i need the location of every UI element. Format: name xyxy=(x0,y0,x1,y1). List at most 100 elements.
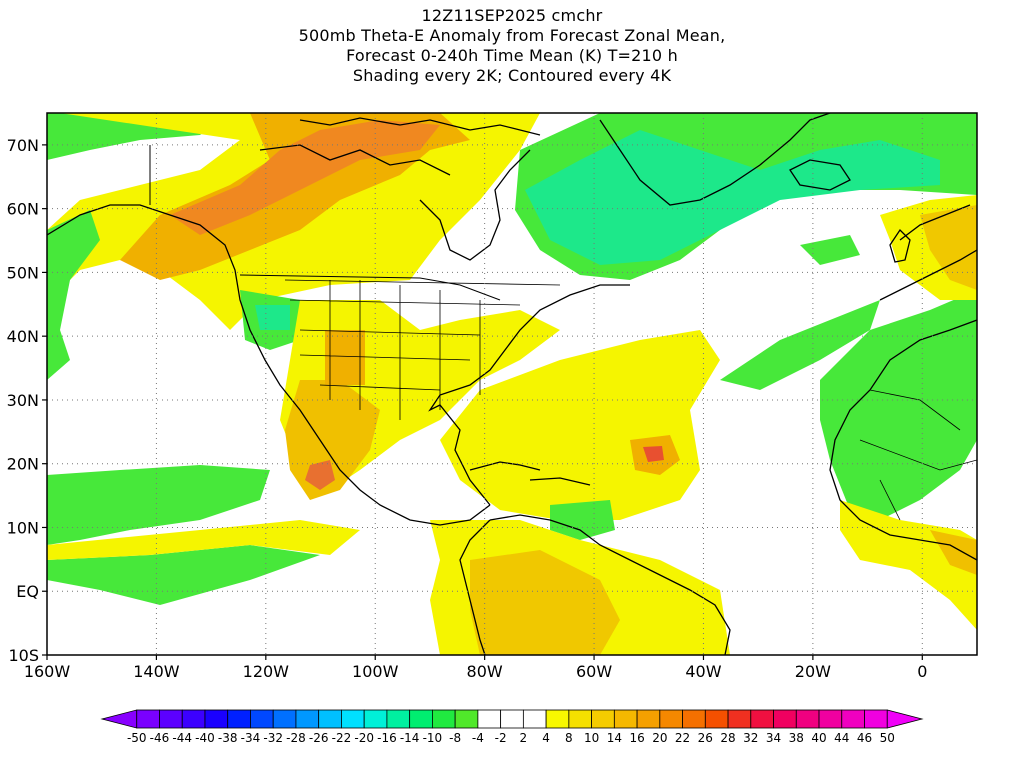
colorbar-swatch xyxy=(341,709,365,729)
title-line-1: 12Z11SEP2025 cmchr xyxy=(421,6,603,25)
tick-label-lat: 40N xyxy=(7,327,39,346)
colorbar-label: -28 xyxy=(286,731,306,745)
shading-red-hurricane-atlantic xyxy=(643,446,664,462)
colorbar-label: 8 xyxy=(565,731,573,745)
shading-layer xyxy=(47,113,977,655)
coastline-hudson-bay xyxy=(419,149,531,261)
colorbar-swatch xyxy=(704,709,729,729)
colorbar-swatch xyxy=(363,709,388,729)
tick-label-lon: 20W xyxy=(795,662,831,681)
shading-green-pacific-east xyxy=(47,210,100,380)
colorbar-label: -8 xyxy=(449,731,461,745)
coastline-greenland xyxy=(599,113,831,206)
grid-layer xyxy=(47,113,977,655)
colorbar-swatch xyxy=(295,709,320,729)
colorbar-label: 44 xyxy=(834,731,849,745)
shading-gold-amazon xyxy=(470,550,620,655)
tick-label-lat: 30N xyxy=(7,391,39,410)
colorbar-label: -4 xyxy=(472,731,484,745)
colorbar-swatch xyxy=(841,709,865,729)
colorbar-swatch xyxy=(136,709,160,729)
colorbar-swatch xyxy=(568,709,592,729)
shading-green-pacific-equator xyxy=(47,545,320,605)
shading-yellow-west-africa xyxy=(840,500,977,630)
colorbar-swatch xyxy=(750,709,774,729)
tick-label-lat: 10S xyxy=(8,646,39,665)
colorbar-label: 26 xyxy=(698,731,713,745)
colorbar: -50 -46 -44 -40 -38 -34 -32 -28 -26 -22 -20 -16 -14-… xyxy=(100,709,924,745)
colorbar-label: 34 xyxy=(766,731,781,745)
colorbar-label: 38 xyxy=(789,731,804,745)
shading-yellow-pacific-equator xyxy=(47,520,360,560)
colorbar-label: 32 xyxy=(743,731,758,745)
coastline-layer xyxy=(47,113,977,655)
colorbar-swatch xyxy=(864,709,888,729)
colorbar-label: -44 xyxy=(172,731,192,745)
title-line-3: Forecast 0-240h Time Mean (K) T=210 h xyxy=(346,46,678,65)
shading-green-azores xyxy=(720,300,880,390)
shading-gold-west-africa xyxy=(930,530,977,575)
colorbar-label: -40 xyxy=(195,731,215,745)
tick-label-lat: EQ xyxy=(16,582,39,601)
border-us-canada xyxy=(149,145,501,301)
tick-label-lon: 140W xyxy=(133,662,180,681)
shading-teal-west-us xyxy=(255,305,290,330)
tick-label-lat: 20N xyxy=(7,455,39,474)
shading-green-eastern-atlantic xyxy=(820,290,977,520)
shading-gold-rockies xyxy=(325,330,365,385)
colorbar-swatch xyxy=(500,709,524,729)
colorbar-swatch xyxy=(318,709,342,729)
colorbar-swatch xyxy=(545,709,570,729)
colorbar-swatch xyxy=(409,709,433,729)
coastline-africa xyxy=(829,319,977,561)
colorbar-label: -20 xyxy=(354,731,374,745)
borders-africa xyxy=(859,389,977,521)
coastline-europe xyxy=(879,204,977,301)
colorbar-swatch xyxy=(100,709,138,729)
colorbar-swatch xyxy=(727,709,752,729)
shading-green-caribbean xyxy=(550,500,615,540)
tick-label-lat: 50N xyxy=(7,263,39,282)
colorbar-swatch xyxy=(250,709,274,729)
plot-frame xyxy=(46,112,978,656)
colorbar-swatch xyxy=(272,709,297,729)
colorbar-label: 22 xyxy=(675,731,690,745)
coastline-arctic-islands xyxy=(259,117,541,176)
colorbar-label: -2 xyxy=(495,731,507,745)
tick-label-lon: 40W xyxy=(685,662,721,681)
tick-label-lon: 100W xyxy=(352,662,399,681)
colorbar-swatch xyxy=(204,709,229,729)
tick-label-lon: 120W xyxy=(243,662,290,681)
colorbar-swatch xyxy=(386,709,411,729)
colorbar-label: -50 xyxy=(127,731,147,745)
title-line-4: Shading every 2K; Contoured every 4K xyxy=(352,66,672,85)
colorbar-swatch xyxy=(682,709,706,729)
colorbar-label: 40 xyxy=(811,731,826,745)
tick-label-lon: 0 xyxy=(917,662,927,681)
colorbar-label: -34 xyxy=(241,731,261,745)
tick-label-lat: 70N xyxy=(7,136,39,155)
colorbar-label: 28 xyxy=(720,731,735,745)
tick-label-lon: 80W xyxy=(467,662,503,681)
colorbar-swatch xyxy=(431,709,456,729)
colorbar-swatch xyxy=(818,709,843,729)
shading-gold-europe xyxy=(920,205,977,290)
colorbar-swatch xyxy=(522,709,547,729)
colorbar-swatch xyxy=(454,709,479,729)
coastline-uk xyxy=(889,228,911,263)
tick-label-lon: 60W xyxy=(576,662,612,681)
colorbar-swatch xyxy=(591,709,615,729)
colorbar-label: -32 xyxy=(263,731,283,745)
colorbar-swatch xyxy=(773,709,797,729)
colorbar-swatch xyxy=(477,709,502,729)
shading-dark-orange-alaska xyxy=(170,120,440,235)
coastline-iceland xyxy=(789,159,851,191)
colorbar-swatch xyxy=(181,709,206,729)
shading-red-mexico-hurricane xyxy=(305,460,335,490)
axis-layer: 160W 140W 120W 100W 80W 60W 40W 20W 0 70N 60N 50N 40… xyxy=(7,136,928,681)
colorbar-label: -16 xyxy=(377,731,397,745)
colorbar-swatch xyxy=(227,709,251,729)
colorbar-swatch xyxy=(795,709,820,729)
colorbar-label: 2 xyxy=(520,731,528,745)
